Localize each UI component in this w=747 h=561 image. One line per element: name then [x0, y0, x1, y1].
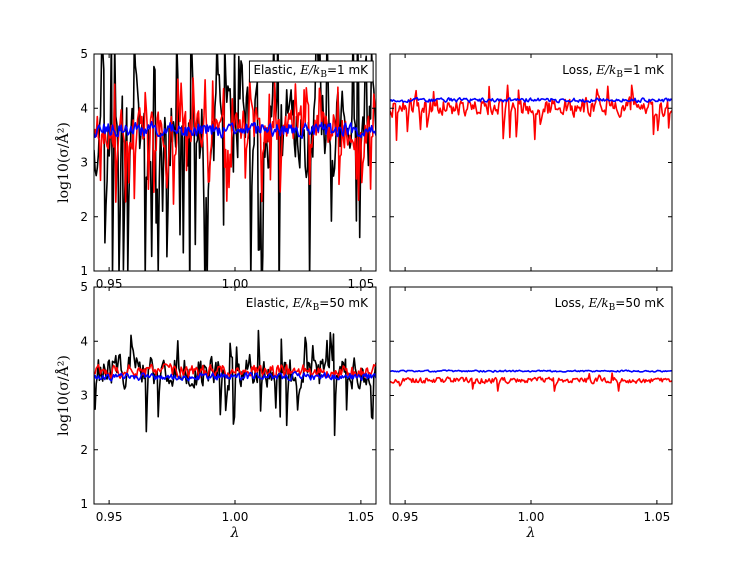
x-tick-label: 1.05 [644, 510, 671, 524]
series-red-line [390, 372, 672, 392]
x-axis-label: λ [230, 525, 240, 541]
series-black-line [94, 329, 376, 437]
x-tick-label: 1.05 [348, 510, 375, 524]
y-axis-label: log10(σ/Å²) [54, 355, 72, 436]
x-tick-label: 0.95 [96, 510, 123, 524]
series-red-line [94, 77, 376, 205]
y-tick-label: 2 [80, 210, 88, 224]
x-tick-label: 1.00 [222, 510, 249, 524]
axes-frame [389, 53, 673, 272]
panel-title: Elastic, E/kB=50 mK [246, 296, 369, 313]
panel-3: 1 2 3 4 5 0.95 1.00 1.05 λ log10(σ/Å²) Elastic, E/… [54, 280, 377, 541]
y-tick-label: 5 [80, 280, 88, 294]
y-tick-label: 1 [80, 497, 88, 511]
panel-2: Loss, E/kB=1 mK [389, 53, 673, 272]
y-tick-label: 2 [80, 443, 88, 457]
title-box [248, 60, 374, 83]
series-blue-line [94, 120, 376, 139]
series-red-line [390, 84, 672, 141]
series-blue-line [390, 97, 672, 104]
x-axis-label: λ [526, 525, 536, 541]
series-blue-line [94, 370, 376, 382]
y-axis-label: log10(σ/Å²) [54, 122, 72, 203]
panel-title: Elastic, E/kB=1 mK [253, 63, 369, 80]
y-tick-label: 1 [80, 264, 88, 278]
series-blue-line [390, 369, 672, 373]
panel-4: 0.95 1.00 1.05 λ Loss, E/kB=50 mK [389, 286, 673, 541]
x-tick-label: 1.00 [518, 510, 545, 524]
y-tick-label: 3 [80, 156, 88, 170]
panel-title: Loss, E/kB=1 mK [562, 63, 665, 80]
y-tick-label: 3 [80, 389, 88, 403]
y-tick-label: 5 [80, 47, 88, 61]
x-tick-label: 0.95 [392, 510, 419, 524]
y-tick-label: 4 [80, 101, 88, 115]
panel-title: Loss, E/kB=50 mK [555, 296, 665, 313]
y-tick-label: 4 [80, 334, 88, 348]
axes-frame [389, 286, 673, 505]
